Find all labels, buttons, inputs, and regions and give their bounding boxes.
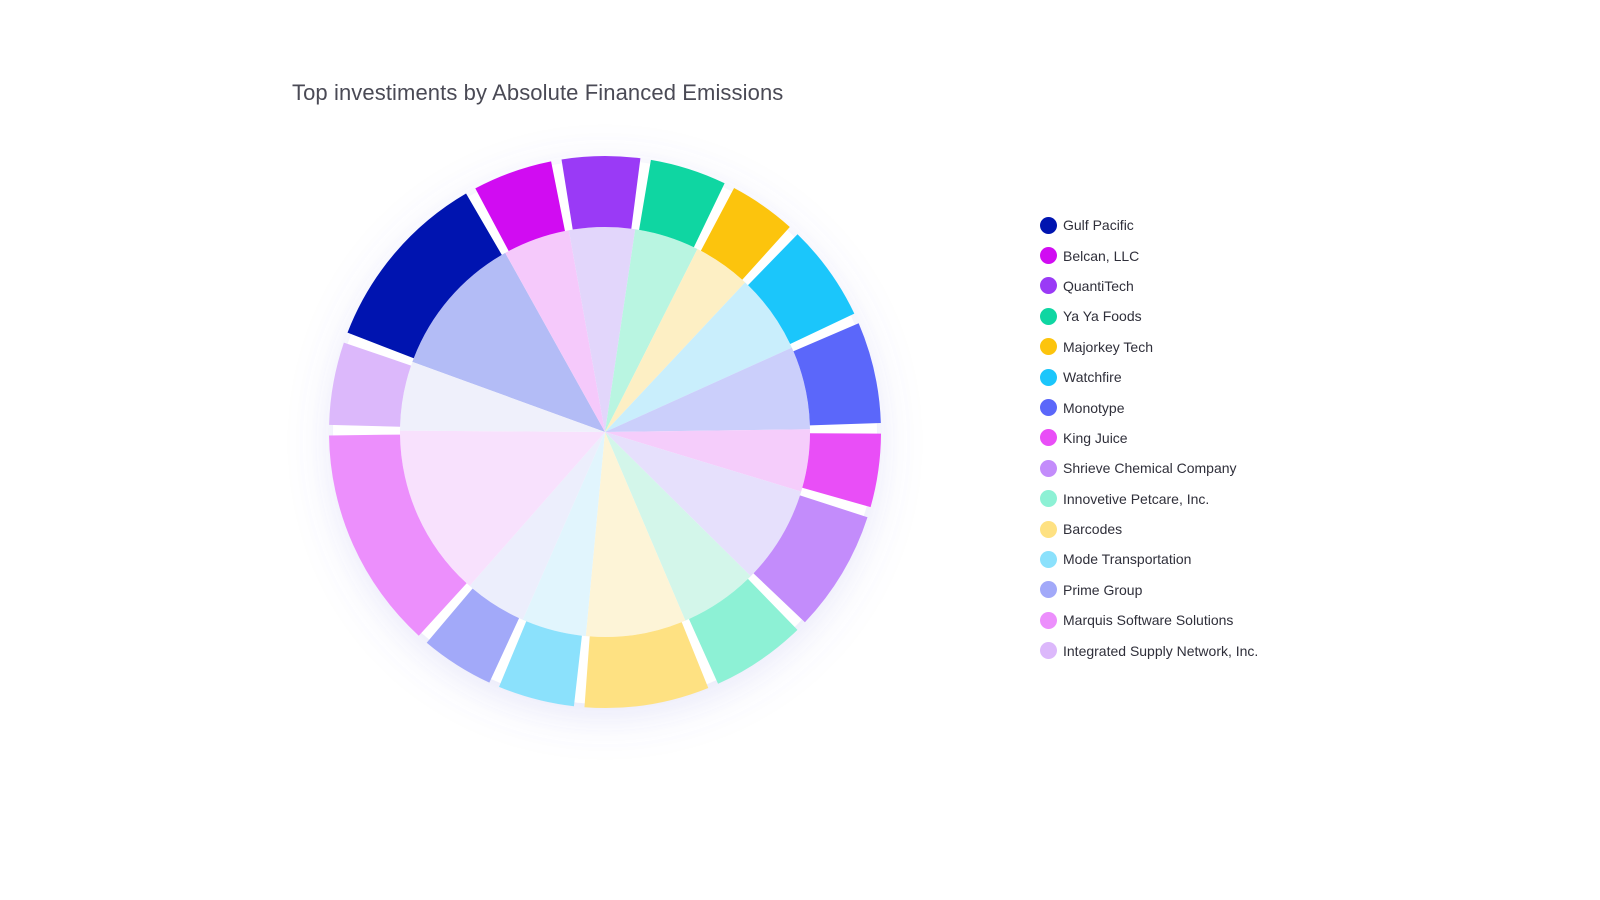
pie-slice-inner[interactable] <box>605 282 792 432</box>
legend-item[interactable]: Prime Group <box>1040 575 1258 605</box>
legend-swatch <box>1040 459 1057 477</box>
legend-item[interactable]: Integrated Supply Network, Inc. <box>1040 635 1258 665</box>
pie-slice-outer[interactable] <box>499 621 582 707</box>
inner-slices <box>399 227 810 637</box>
outer-slices <box>329 156 881 708</box>
legend-item[interactable]: Majorkey Tech <box>1040 332 1258 362</box>
legend-label: Mode Transportation <box>1063 551 1192 568</box>
legend-label: Belcan, LLC <box>1063 247 1140 264</box>
legend-swatch <box>1040 307 1057 325</box>
pie-slice-inner[interactable] <box>585 432 686 637</box>
pie-slice-inner[interactable] <box>400 361 605 432</box>
pie-slice-outer[interactable] <box>426 588 520 683</box>
legend-label: Integrated Supply Network, Inc. <box>1063 642 1259 659</box>
legend-item[interactable]: QuantiTech <box>1040 271 1258 301</box>
legend-label: Monotype <box>1063 399 1125 416</box>
legend-item[interactable]: Belcan, LLC <box>1040 240 1258 270</box>
legend-label: Prime Group <box>1063 581 1143 598</box>
pie-slice-inner[interactable] <box>412 252 605 432</box>
legend-item[interactable]: Shrieve Chemical Company <box>1040 453 1258 483</box>
legend-item[interactable]: King Juice <box>1040 423 1258 453</box>
pie-slice-inner[interactable] <box>605 229 698 432</box>
legend-swatch <box>1040 216 1057 234</box>
pie-slice-outer[interactable] <box>639 159 725 248</box>
legend-swatch <box>1040 581 1057 599</box>
pie-slice-outer[interactable] <box>584 622 709 708</box>
legend-label: Watchfire <box>1063 369 1122 386</box>
legend-swatch <box>1040 550 1057 568</box>
pie-slice-outer[interactable] <box>793 323 881 426</box>
pie-slice-outer[interactable] <box>688 578 798 684</box>
legend-swatch <box>1040 399 1057 417</box>
pie-slice-inner[interactable] <box>568 227 636 432</box>
pie-slice-inner[interactable] <box>605 249 746 432</box>
legend-swatch <box>1040 368 1057 386</box>
pie-slice-inner[interactable] <box>605 432 751 621</box>
legend-swatch <box>1040 490 1057 508</box>
legend-label: QuantiTech <box>1063 277 1134 294</box>
legend-item[interactable]: Monotype <box>1040 392 1258 422</box>
legend-label: Barcodes <box>1063 521 1123 538</box>
legend-label: King Juice <box>1063 429 1128 446</box>
pie-slice-outer[interactable] <box>329 342 412 427</box>
pie-slice-outer[interactable] <box>475 161 565 252</box>
legend-swatch <box>1040 642 1057 660</box>
legend-item[interactable]: Innovetive Petcare, Inc. <box>1040 484 1258 514</box>
pie-slice-outer[interactable] <box>748 234 855 345</box>
legend-label: Shrieve Chemical Company <box>1063 460 1237 477</box>
pie-slice-outer[interactable] <box>753 495 868 623</box>
pie-slice-outer[interactable] <box>347 193 502 359</box>
legend-swatch <box>1040 429 1057 447</box>
legend-label: Marquis Software Solutions <box>1063 612 1234 629</box>
legend-swatch <box>1040 338 1057 356</box>
legend-swatch <box>1040 520 1057 538</box>
pie-slice-outer[interactable] <box>700 188 790 280</box>
pie-slice-inner[interactable] <box>605 347 810 432</box>
legend: Gulf Pacific Belcan, LLC QuantiTech Ya Ya F… <box>1040 210 1258 666</box>
pie-slice-outer[interactable] <box>329 434 467 636</box>
pie-slice-inner[interactable] <box>522 432 605 637</box>
pie-slice-inner[interactable] <box>605 432 802 577</box>
legend-item[interactable]: Marquis Software Solutions <box>1040 605 1258 635</box>
pie-slice-inner[interactable] <box>505 230 605 432</box>
pie-slice-inner[interactable] <box>605 429 810 492</box>
pie-slice-outer[interactable] <box>561 156 641 230</box>
pie-slice-outer[interactable] <box>802 433 881 508</box>
legend-label: Ya Ya Foods <box>1063 308 1142 325</box>
pie-slice-inner[interactable] <box>469 432 605 620</box>
legend-item[interactable]: Watchfire <box>1040 362 1258 392</box>
chart-title: Top investiments by Absolute Financed Em… <box>292 80 784 105</box>
legend-item[interactable]: Mode Transportation <box>1040 544 1258 574</box>
legend-item[interactable]: Gulf Pacific <box>1040 210 1258 240</box>
legend-label: Innovetive Petcare, Inc. <box>1063 490 1210 507</box>
legend-swatch <box>1040 277 1057 295</box>
pie-slice-inner[interactable] <box>399 430 605 586</box>
legend-label: Gulf Pacific <box>1063 217 1134 234</box>
legend-item[interactable]: Barcodes <box>1040 514 1258 544</box>
legend-item[interactable]: Ya Ya Foods <box>1040 301 1258 331</box>
legend-swatch <box>1040 247 1057 265</box>
legend-swatch <box>1040 611 1057 629</box>
legend-label: Majorkey Tech <box>1063 338 1154 355</box>
